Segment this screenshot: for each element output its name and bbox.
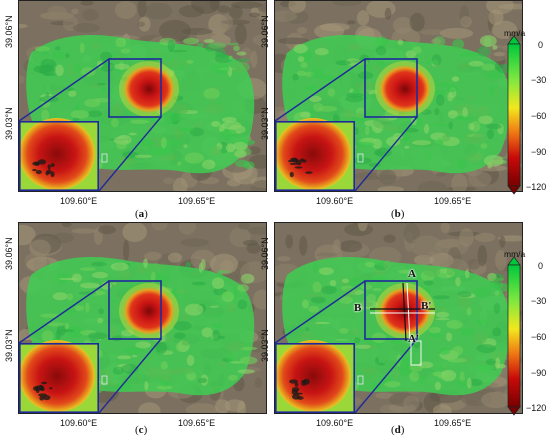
map-canvas xyxy=(19,223,266,413)
map-canvas xyxy=(275,1,522,191)
zoom-inset xyxy=(275,340,356,413)
map-b xyxy=(274,0,523,192)
profile-label-a: A xyxy=(408,268,416,280)
colorbar-tick: 0 xyxy=(538,40,544,50)
colorbar-tick: −120 xyxy=(526,182,547,192)
profile-label-a-prime: A' xyxy=(408,333,419,345)
profile-label-b-prime: B' xyxy=(421,300,432,312)
lat-mid-label: 39.03°N xyxy=(4,107,14,140)
lat-mid-label: 39.03°N xyxy=(260,107,270,140)
lat-top-label: 39.06°N xyxy=(260,15,270,48)
lat-top-label: 39.06°N xyxy=(4,237,14,270)
colorbar-tick: −90 xyxy=(531,368,547,378)
panel-label-c: (c) xyxy=(135,424,148,436)
zoom-inset xyxy=(19,118,100,191)
lon-left-label: 109.60°E xyxy=(316,418,354,428)
profile-lines xyxy=(370,282,435,366)
panel-label-b: (b) xyxy=(391,208,405,220)
map-canvas xyxy=(275,223,522,413)
colorbar-gradient xyxy=(507,256,521,416)
map-d xyxy=(274,222,523,414)
lon-left-label: 109.60°E xyxy=(60,418,98,428)
lon-right-label: 109.65°E xyxy=(434,196,472,206)
lat-mid-label: 39.03°N xyxy=(260,329,270,362)
colorbar-bottom: mm/a 0 −30 −60 −90 −120 xyxy=(504,249,550,416)
lat-top-label: 39.06°N xyxy=(260,237,270,270)
lat-mid-label: 39.03°N xyxy=(4,329,14,362)
map-canvas xyxy=(19,1,266,191)
zoom-frame xyxy=(364,58,418,118)
zoom-frame xyxy=(108,280,162,340)
colorbar-tick: −60 xyxy=(531,332,547,342)
colorbar-tick: −90 xyxy=(531,147,547,157)
lon-right-label: 109.65°E xyxy=(178,196,216,206)
lon-right-label: 109.65°E xyxy=(434,418,472,428)
zoom-frame xyxy=(364,280,418,340)
panel-a: 39.06°N 39.03°N 109.60°E 109.65°E (a) xyxy=(0,0,270,225)
colorbar-tick: −30 xyxy=(531,296,547,306)
zoom-inset xyxy=(275,118,356,191)
panel-d: 39.06°N 39.03°N 109.60°E 109.65°E (d) A … xyxy=(256,222,526,440)
colorbar-tick: −120 xyxy=(526,403,547,413)
lon-left-label: 109.60°E xyxy=(60,196,98,206)
panel-label-d: (d) xyxy=(391,424,405,436)
colorbar-unit: mm/a xyxy=(504,249,526,259)
panel-b: 39.06°N 39.03°N 109.60°E 109.65°E (b) xyxy=(256,0,526,225)
colorbar-tick: −60 xyxy=(531,111,547,121)
lon-left-label: 109.60°E xyxy=(316,196,354,206)
panel-c: 39.06°N 39.03°N 109.60°E 109.65°E (c) xyxy=(0,222,270,440)
lat-top-label: 39.06°N xyxy=(4,15,14,48)
profile-label-b: B xyxy=(354,302,362,314)
colorbar-tick: 0 xyxy=(538,261,544,271)
colorbar-gradient xyxy=(507,35,521,195)
zoom-frame xyxy=(108,58,162,118)
colorbar-unit: mm/a xyxy=(504,28,526,38)
colorbar-tick: −30 xyxy=(531,75,547,85)
zoom-inset xyxy=(19,340,100,413)
colorbar-top: mm/a 0 −30 −60 −90 −120 xyxy=(504,28,550,195)
panel-label-a: (a) xyxy=(135,208,148,220)
lon-right-label: 109.65°E xyxy=(178,418,216,428)
map-a xyxy=(18,0,267,192)
map-c xyxy=(18,222,267,414)
